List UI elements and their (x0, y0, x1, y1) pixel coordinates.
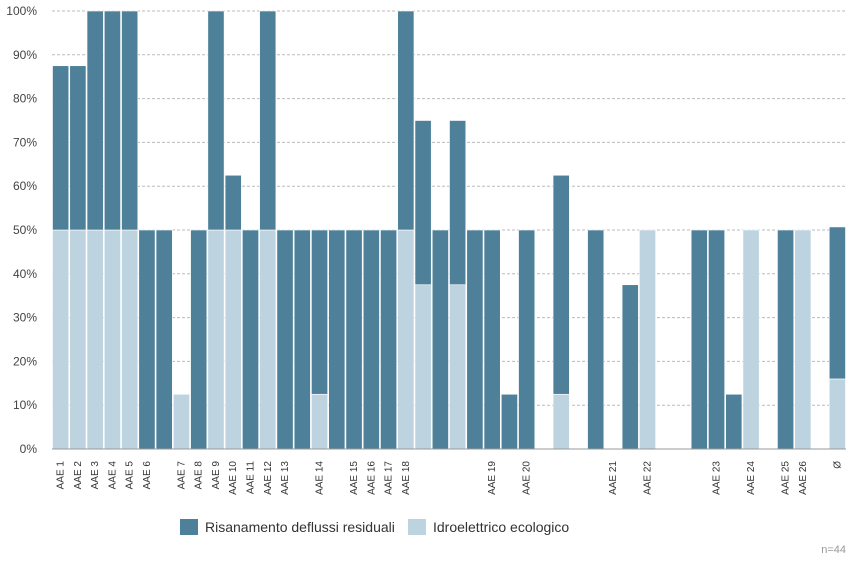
x-tick-label: AAE 18 (401, 461, 412, 495)
x-tick-label: AAE 5 (125, 461, 136, 490)
y-tick-label: 100% (6, 4, 37, 18)
x-tick-label: AAE 13 (280, 461, 291, 495)
bar-segment (121, 229, 139, 450)
y-tick-label: 80% (13, 92, 37, 106)
bar-segment (86, 10, 104, 231)
legend-swatch (408, 519, 426, 535)
x-tick-label: AAE 25 (781, 461, 792, 495)
bar-segment (173, 393, 190, 450)
bar-segment (414, 284, 432, 450)
bar-segment (242, 229, 259, 450)
x-tick-label: AAE 14 (315, 461, 326, 495)
bar-segment (552, 174, 570, 395)
y-tick-label: 70% (13, 135, 37, 149)
x-tick-label: AAE 16 (366, 461, 377, 495)
bar-segment (103, 10, 121, 231)
bar-segment (328, 229, 346, 450)
bar-segment (103, 229, 121, 450)
x-tick-label: AAE 17 (384, 461, 395, 495)
x-tick-label: AAE 10 (228, 461, 239, 495)
bar-segment (414, 120, 432, 286)
y-tick-label: 40% (13, 267, 37, 281)
bar-segment (639, 229, 656, 450)
x-tick-label: AAE 23 (712, 461, 723, 495)
bar-segment (828, 378, 846, 450)
bar-segment (828, 226, 846, 380)
bar-segment (518, 229, 536, 450)
bar-segment (224, 229, 242, 450)
x-tick-label: AAE 19 (487, 461, 498, 495)
bar-segment (500, 393, 518, 450)
y-tick-label: 50% (13, 223, 37, 237)
x-tick-label: AAE 3 (90, 461, 101, 490)
y-tick-label: 30% (13, 311, 37, 325)
y-tick-label: 20% (13, 354, 37, 368)
bar-segment (690, 229, 708, 450)
bar-segment (52, 65, 70, 231)
bar-segment (121, 10, 139, 231)
bar-segment (259, 10, 277, 231)
bar-segment (69, 229, 87, 450)
bar-segment (311, 229, 328, 395)
bar-segment (397, 10, 415, 231)
bar-segment (449, 120, 467, 286)
bar-segment (552, 393, 570, 450)
bar-segment (742, 229, 760, 450)
x-tick-label: AAE 22 (643, 461, 654, 495)
x-tick-label: AAE 24 (746, 461, 757, 495)
bar-segment (207, 10, 225, 231)
bar-segment (397, 229, 415, 450)
x-tick-label: AAE 8 (194, 461, 205, 490)
bar-segment (794, 229, 812, 450)
bar-segment (449, 284, 467, 450)
x-tick-label: AAE 2 (73, 461, 84, 490)
legend-label: Idroelettrico ecologico (433, 519, 569, 535)
bar-segment (708, 229, 725, 450)
bar-segment (138, 229, 156, 450)
y-tick-label: 0% (20, 442, 38, 456)
bar-segment (345, 229, 363, 450)
bar-segment (777, 229, 795, 450)
bar-segment (207, 229, 225, 450)
x-tick-label: AAE 20 (522, 461, 533, 495)
x-tick-label: AAE 1 (56, 461, 67, 490)
bar-segment (725, 393, 743, 450)
bar-segment (483, 229, 501, 450)
sample-size: n=44 (821, 544, 846, 556)
legend-swatch (180, 519, 198, 535)
bar-segment (466, 229, 484, 450)
bar-segment (190, 229, 208, 450)
bar-segment (276, 229, 294, 450)
bar-segment (224, 174, 242, 231)
bar-segment (362, 229, 380, 450)
x-tick-label: AAE 4 (107, 461, 118, 490)
y-tick-label: 60% (13, 179, 37, 193)
bar-segment (587, 229, 605, 450)
x-tick-label: Ø (832, 461, 843, 469)
bar-segment (380, 229, 398, 450)
bar-segment (311, 393, 328, 450)
x-tick-label: AAE 21 (608, 461, 619, 495)
bar-segment (155, 229, 173, 450)
x-tick-label: AAE 12 (263, 461, 274, 495)
x-tick-label: AAE 7 (176, 461, 187, 490)
bar-segment (52, 229, 70, 450)
x-tick-label: AAE 6 (142, 461, 153, 490)
x-tick-label: AAE 11 (246, 461, 257, 495)
bar-segment (86, 229, 104, 450)
bar-segment (69, 65, 87, 231)
y-tick-label: 90% (13, 48, 37, 62)
bar-segment (293, 229, 311, 450)
bar-segment (621, 284, 639, 450)
bar-segment (259, 229, 277, 450)
x-tick-label: AAE 9 (211, 461, 222, 490)
y-tick-label: 10% (13, 398, 37, 412)
x-tick-label: AAE 26 (798, 461, 809, 495)
bar-segment (431, 229, 449, 450)
legend-label: Risanamento deflussi residuali (205, 519, 395, 535)
x-tick-label: AAE 15 (349, 461, 360, 495)
